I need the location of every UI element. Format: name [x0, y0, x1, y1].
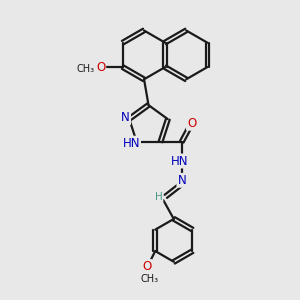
Text: O: O [96, 61, 105, 74]
Text: H: H [155, 192, 163, 202]
Text: HN: HN [122, 137, 140, 150]
Text: HN: HN [171, 154, 189, 167]
Text: CH₃: CH₃ [76, 64, 94, 74]
Text: CH₃: CH₃ [140, 274, 158, 284]
Text: N: N [177, 174, 186, 187]
Text: O: O [142, 260, 152, 273]
Text: O: O [187, 117, 196, 130]
Text: N: N [122, 111, 130, 124]
